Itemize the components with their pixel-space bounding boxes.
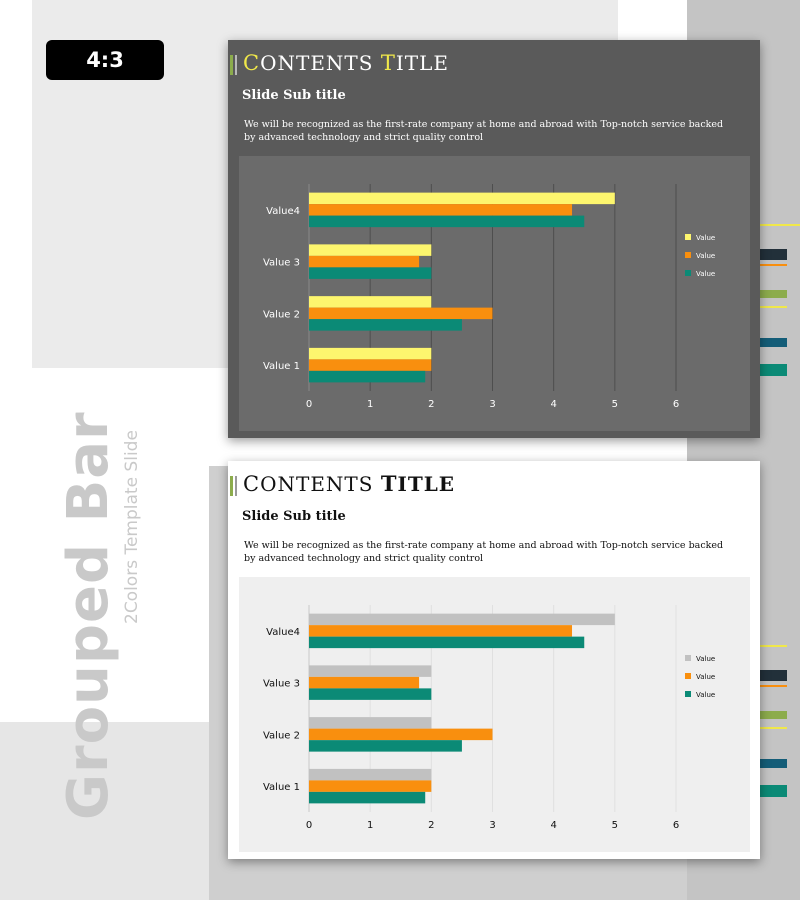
category-label: Value 2 bbox=[263, 730, 300, 741]
x-tick-label: 5 bbox=[612, 399, 618, 410]
slide-title-word2: TITLE bbox=[380, 471, 456, 497]
category-label: Value4 bbox=[266, 206, 300, 217]
side-subtitle: 2Colors Template Slide bbox=[122, 430, 142, 624]
legend-swatch bbox=[685, 673, 691, 679]
category-label: Value 1 bbox=[263, 361, 300, 372]
bar bbox=[309, 768, 432, 781]
x-tick-label: 0 bbox=[306, 399, 312, 410]
chart-svg: 0 1 2 3 4 5 6 Value 1 Value 2 Value 3 Value4 Value V… bbox=[239, 156, 750, 431]
aspect-ratio-badge: 4:3 bbox=[46, 40, 164, 80]
slide-dark: CONTENTS TITLE Slide Sub title We will b… bbox=[228, 40, 760, 438]
bar bbox=[309, 740, 462, 752]
title-accent-bar bbox=[230, 55, 237, 75]
bar bbox=[309, 625, 573, 637]
bar bbox=[309, 359, 432, 371]
x-tick-label: 4 bbox=[550, 820, 556, 831]
bar bbox=[309, 296, 432, 308]
legend-swatch bbox=[685, 655, 691, 661]
category-label: Value 3 bbox=[263, 258, 300, 269]
side-title: Grouped Bar bbox=[56, 411, 121, 820]
bar bbox=[309, 192, 615, 205]
side-caption: Grouped Bar 2Colors Template Slide bbox=[56, 411, 142, 820]
title-accent-bar bbox=[230, 476, 237, 496]
bar bbox=[309, 665, 432, 677]
x-tick-label: 3 bbox=[489, 820, 495, 831]
legend-swatch bbox=[685, 270, 691, 276]
legend-label: Value bbox=[696, 691, 715, 699]
grouped-bar-chart-light: 0 1 2 3 4 5 6 Value 1 Value 2 Value 3 Value4 Value V… bbox=[239, 577, 750, 852]
legend-swatch bbox=[685, 691, 691, 697]
legend-label: Value bbox=[696, 655, 715, 663]
legend-label: Value bbox=[696, 252, 715, 260]
bar bbox=[309, 728, 493, 741]
bar bbox=[309, 267, 432, 279]
bar bbox=[309, 255, 420, 268]
bar bbox=[309, 780, 432, 792]
bar bbox=[309, 307, 493, 320]
slide-light: CONTENTS TITLE Slide Sub title We will b… bbox=[228, 461, 760, 859]
legend-swatch bbox=[685, 252, 691, 258]
bar bbox=[309, 717, 432, 729]
x-tick-label: 2 bbox=[428, 399, 434, 410]
legend-label: Value bbox=[696, 270, 715, 278]
bar bbox=[309, 636, 585, 649]
x-tick-label: 1 bbox=[367, 399, 373, 410]
slide-title: CONTENTS TITLE bbox=[243, 51, 449, 75]
legend-label: Value bbox=[696, 234, 715, 242]
x-tick-label: 0 bbox=[306, 820, 312, 831]
bar bbox=[309, 244, 432, 256]
x-tick-label: 3 bbox=[489, 399, 495, 410]
bar bbox=[309, 347, 432, 360]
legend-label: Value bbox=[696, 673, 715, 681]
bar bbox=[309, 613, 615, 626]
slide-description: We will be recognized as the first-rate … bbox=[244, 119, 724, 143]
chart-svg: 0 1 2 3 4 5 6 Value 1 Value 2 Value 3 Value4 Value V… bbox=[239, 577, 750, 852]
slide-subtitle: Slide Sub title bbox=[242, 509, 346, 524]
slide-title: CONTENTS TITLE bbox=[243, 471, 456, 497]
x-tick-label: 6 bbox=[673, 399, 679, 410]
bar bbox=[309, 204, 573, 216]
legend-swatch bbox=[685, 234, 691, 240]
bar bbox=[309, 319, 462, 331]
x-tick-label: 6 bbox=[673, 820, 679, 831]
slide-description: We will be recognized as the first-rate … bbox=[244, 540, 724, 564]
x-tick-label: 1 bbox=[367, 820, 373, 831]
bar bbox=[309, 676, 420, 689]
slide-title-word1: CONTENTS bbox=[243, 472, 374, 496]
category-label: Value 1 bbox=[263, 782, 300, 793]
x-tick-label: 4 bbox=[550, 399, 556, 410]
bar bbox=[309, 215, 585, 228]
slide-subtitle: Slide Sub title bbox=[242, 88, 346, 103]
category-label: Value4 bbox=[266, 627, 300, 638]
category-label: Value 3 bbox=[263, 679, 300, 690]
x-tick-label: 5 bbox=[612, 820, 618, 831]
category-label: Value 2 bbox=[263, 309, 300, 320]
bar bbox=[309, 688, 432, 700]
background-panel-bottom bbox=[0, 722, 209, 900]
bar bbox=[309, 791, 426, 804]
x-tick-label: 2 bbox=[428, 820, 434, 831]
bar bbox=[309, 370, 426, 383]
slide-title-word2: TITLE bbox=[380, 51, 449, 75]
slide-title-word1: CONTENTS bbox=[243, 51, 374, 75]
grouped-bar-chart-dark: 0 1 2 3 4 5 6 Value 1 Value 2 Value 3 Value4 Value V… bbox=[239, 156, 750, 431]
